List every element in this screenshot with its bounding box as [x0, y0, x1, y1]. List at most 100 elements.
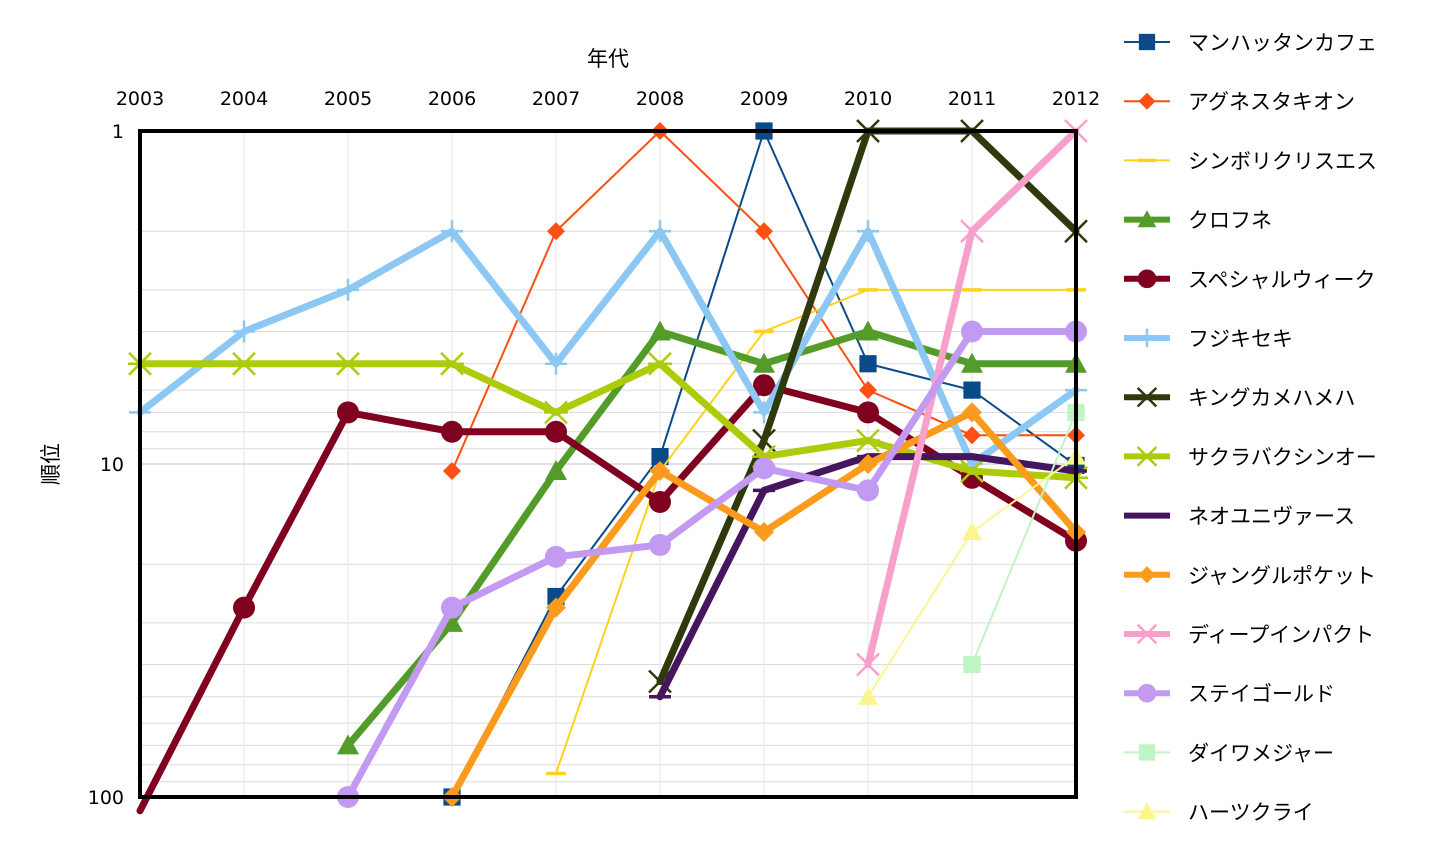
data-point — [857, 479, 879, 502]
legend-entry: シンボリクリスエス — [1124, 149, 1377, 173]
x-tick-label: 2008 — [636, 88, 684, 110]
data-point — [857, 401, 879, 424]
data-point — [962, 522, 982, 541]
data-point — [650, 461, 670, 482]
legend-entry: ステイゴールド — [1124, 682, 1335, 706]
data-point — [859, 381, 877, 400]
x-tick-label: 2007 — [532, 88, 580, 110]
data-point — [547, 222, 565, 241]
data-point — [232, 351, 256, 376]
data-point — [443, 462, 461, 481]
legend-entry: フジキセキ — [1124, 327, 1293, 351]
data-point — [753, 352, 775, 373]
data-point — [858, 454, 878, 474]
legend-marker — [1138, 33, 1156, 51]
data-point — [858, 686, 878, 705]
data-point — [545, 545, 567, 568]
data-point — [648, 351, 672, 376]
legend-marker — [1136, 623, 1158, 645]
data-point — [963, 381, 981, 399]
legend-marker — [1137, 210, 1157, 228]
series-line — [344, 327, 1080, 801]
legend-entry: ダイワメジャー — [1124, 741, 1334, 765]
series-11 — [337, 320, 1087, 808]
data-point — [545, 352, 567, 375]
legend-label: ジャングルポケット — [1188, 564, 1376, 588]
legend-marker — [1137, 802, 1157, 820]
legend-label: ディープインパクト — [1188, 623, 1374, 647]
data-point — [441, 596, 463, 619]
data-point — [337, 734, 359, 755]
data-point — [753, 374, 775, 397]
y-tick-label: 100 — [88, 787, 124, 809]
data-point — [857, 320, 879, 341]
legend-label: ハーツクライ — [1188, 801, 1314, 825]
data-point — [649, 533, 671, 556]
x-tick-label: 2005 — [324, 88, 372, 110]
series-line — [971, 411, 1077, 666]
legend-entry: ネオユニヴァース — [1124, 505, 1355, 529]
data-point — [440, 351, 464, 376]
x-tick-label: 2004 — [220, 88, 268, 110]
legend-marker — [1138, 744, 1156, 761]
data-point — [856, 428, 880, 453]
legend-marker — [1137, 328, 1157, 348]
data-point — [441, 611, 463, 632]
data-point — [441, 420, 463, 443]
legend-entry: アグネスタキオン — [1124, 90, 1355, 114]
legend-label: キングカメハメハ — [1188, 386, 1355, 410]
legend-entry: クロフネ — [1124, 209, 1272, 233]
series-line — [136, 227, 1080, 468]
data-point — [649, 490, 671, 513]
plot-area-frame — [138, 129, 1078, 799]
data-point — [545, 420, 567, 443]
data-point — [544, 400, 568, 425]
data-point — [337, 401, 359, 424]
legend-marker — [1138, 92, 1156, 110]
y-tick-label: 10 — [100, 454, 124, 476]
legend-entry: ハーツクライ — [1124, 801, 1314, 825]
legend-label: スペシャルウィーク — [1188, 268, 1376, 292]
data-point — [960, 219, 984, 244]
legend-marker — [1136, 386, 1158, 408]
legend-entry: サクラバクシンオー — [1124, 445, 1377, 469]
data-point — [753, 457, 775, 480]
data-point — [754, 521, 774, 542]
legend-label: マンハッタンカフェ — [1188, 31, 1377, 55]
series-line — [555, 288, 1077, 775]
data-point — [963, 426, 981, 445]
legend-label: フジキセキ — [1188, 327, 1293, 351]
legend-label: サクラバクシンオー — [1188, 445, 1377, 469]
data-point — [649, 320, 671, 341]
legend-marker — [1138, 566, 1156, 584]
legend-entry: ディープインパクト — [1124, 623, 1374, 647]
series-10 — [856, 119, 1088, 677]
legend-label: ステイゴールド — [1188, 682, 1335, 706]
x-tick-label: 2009 — [740, 88, 788, 110]
axes: 年代 順位 2003 2004 2005 2006 2007 2008 2009 2010 20… — [39, 47, 1100, 809]
legend-entry: キングカメハメハ — [1124, 386, 1355, 410]
data-point — [337, 278, 359, 301]
legend-marker — [1137, 683, 1157, 703]
legend-label: クロフネ — [1188, 209, 1272, 233]
data-point — [962, 402, 982, 423]
data-point — [857, 220, 879, 243]
data-point — [856, 652, 880, 677]
data-point — [960, 459, 984, 483]
series-9 — [442, 402, 1086, 807]
x-axis-title: 年代 — [587, 47, 629, 71]
series-1 — [443, 122, 1085, 481]
legend-entry: マンハッタンカフェ — [1124, 31, 1377, 55]
data-point — [546, 597, 566, 618]
data-point — [755, 222, 773, 241]
x-tick-label: 2003 — [116, 88, 164, 110]
x-tick-label: 2011 — [948, 88, 996, 110]
legend-label: ダイワメジャー — [1188, 741, 1334, 765]
data-point — [961, 352, 983, 373]
legend-label: シンボリクリスエス — [1188, 149, 1377, 173]
legend-label: アグネスタキオン — [1188, 90, 1355, 114]
data-point — [336, 351, 360, 376]
legend-entry: スペシャルウィーク — [1124, 268, 1376, 292]
data-point — [649, 220, 671, 243]
